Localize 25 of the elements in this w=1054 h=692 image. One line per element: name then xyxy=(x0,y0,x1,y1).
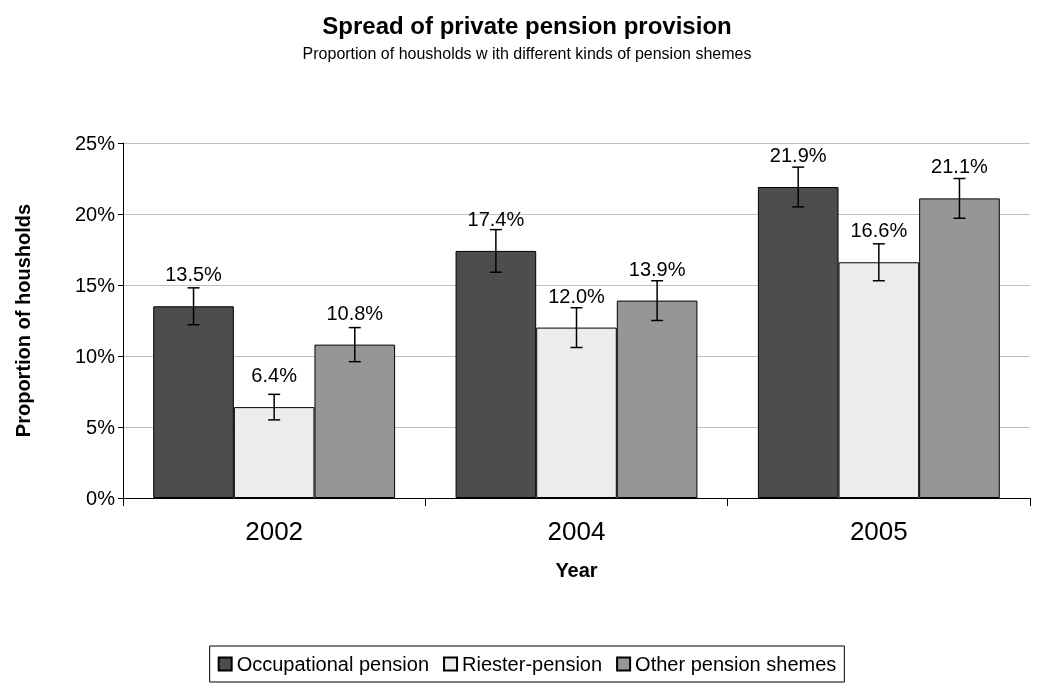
y-tick-label: 10% xyxy=(74,345,116,367)
y-axis-title: Proportion of housholds xyxy=(12,203,34,438)
data-label: 13.5% xyxy=(165,263,223,286)
x-tick-label: 2005 xyxy=(849,516,908,546)
x-tick-label: 2002 xyxy=(245,516,304,546)
y-tick-label: 5% xyxy=(86,416,116,438)
data-label: 21.9% xyxy=(769,144,827,167)
y-tick-label: 20% xyxy=(74,203,116,225)
legend-label: Occupational pension xyxy=(236,653,430,675)
chart-title: Spread of private pension provision xyxy=(322,11,732,39)
x-axis-title: Year xyxy=(555,559,598,581)
legend-label: Riester-pension xyxy=(462,653,603,675)
data-label: 16.6% xyxy=(850,219,908,242)
data-label: 10.8% xyxy=(326,301,384,324)
chart-subtitle: Proportion of housholds w ith different kinds of pension shemes xyxy=(302,44,752,62)
y-tick-label: 15% xyxy=(74,274,116,296)
legend-label: Other pension shemes xyxy=(635,653,837,675)
data-label: 12.0% xyxy=(548,284,606,307)
data-label: 17.4% xyxy=(467,207,525,230)
x-tick-label: 2004 xyxy=(547,516,606,546)
data-label: 13.9% xyxy=(628,257,686,280)
data-label: 6.4% xyxy=(251,364,298,387)
y-tick-label: 0% xyxy=(86,487,116,509)
data-label: 21.1% xyxy=(931,155,989,178)
y-tick-label: 25% xyxy=(74,132,116,154)
